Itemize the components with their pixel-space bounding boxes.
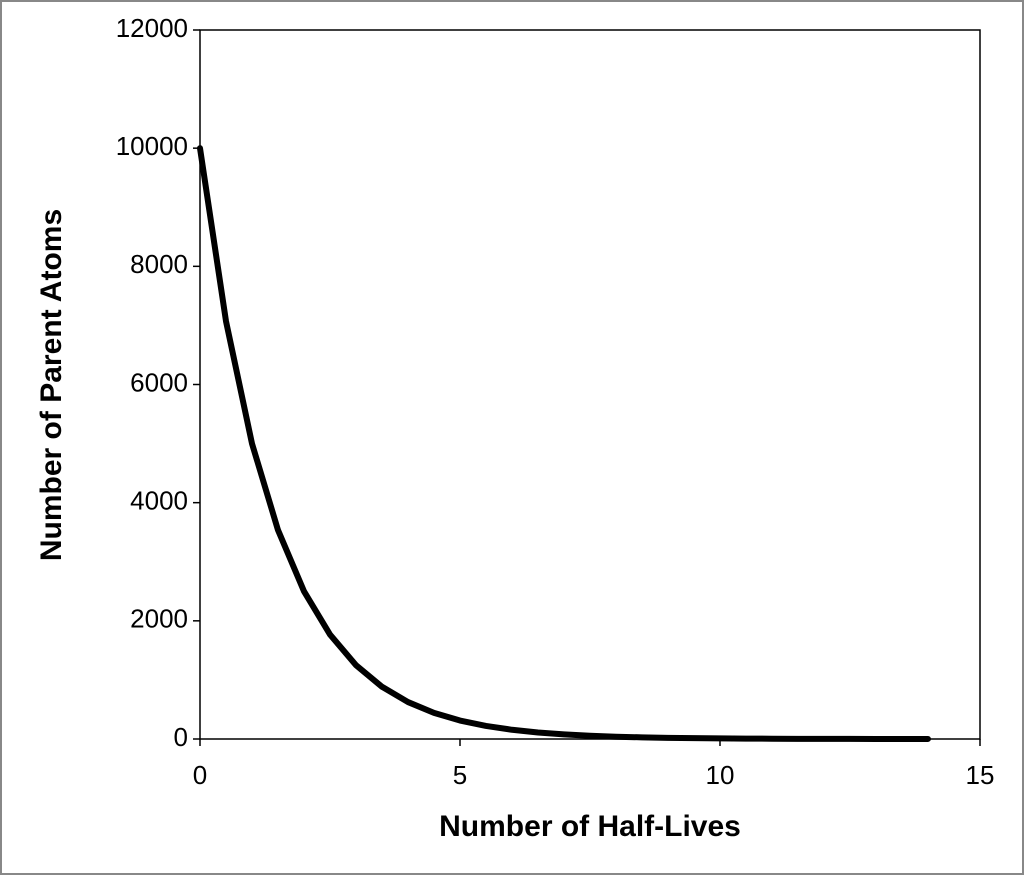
x-tick-label: 5	[453, 760, 467, 790]
y-tick-label: 12000	[116, 13, 188, 43]
y-tick-label: 0	[174, 722, 188, 752]
y-tick-label: 2000	[130, 604, 188, 634]
y-axis-title: Number of Parent Atoms	[35, 209, 68, 561]
x-tick-label: 0	[193, 760, 207, 790]
x-tick-label: 15	[966, 760, 995, 790]
y-tick-label: 4000	[130, 486, 188, 516]
y-tick-label: 6000	[130, 367, 188, 397]
y-tick-label: 8000	[130, 249, 188, 279]
x-axis-title: Number of Half-Lives	[439, 810, 741, 843]
data-line	[197, 145, 931, 742]
y-tick-label: 10000	[116, 131, 188, 161]
x-tick-label: 10	[706, 760, 735, 790]
